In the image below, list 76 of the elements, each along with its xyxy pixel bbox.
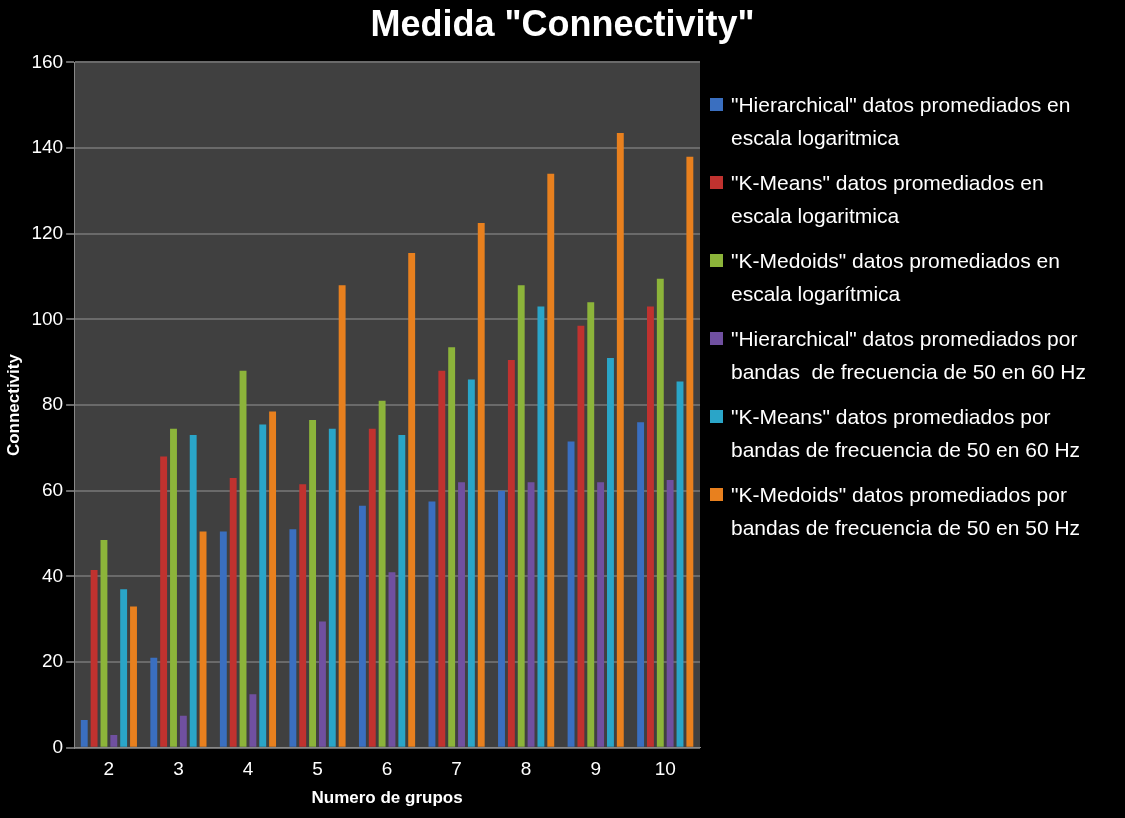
bar: [647, 306, 654, 747]
x-tick-label: 10: [654, 758, 676, 780]
y-tick-label: 160: [31, 50, 64, 72]
bar: [507, 360, 515, 747]
legend-label: "K-Means" datos promediados por bandas de frecuencia de 50 en 60 Hz: [731, 404, 1082, 463]
bar: [160, 456, 168, 747]
bar: [170, 428, 177, 747]
bar: [567, 441, 575, 747]
bar: [229, 477, 237, 747]
y-tick-label: 40: [41, 564, 64, 586]
chart-title: Medida "Connectivity": [369, 2, 756, 46]
bar: [467, 379, 475, 747]
bar: [547, 173, 555, 747]
bar: [368, 428, 376, 747]
bar: [597, 482, 605, 747]
bar: [358, 505, 366, 747]
x-tick-label: 9: [590, 758, 601, 780]
y-tick-label: 80: [41, 393, 64, 415]
bar: [80, 719, 88, 747]
bar: [607, 357, 614, 747]
y-tick-label: 100: [31, 307, 64, 329]
bar: [656, 278, 664, 747]
bar: [477, 223, 485, 747]
bar: [289, 529, 297, 747]
bar: [338, 285, 346, 747]
x-tick-label: 6: [381, 758, 393, 780]
legend-label: "Hierarchical" datos promediados por bandas de frecuencia de 50 en 60 Hz: [731, 326, 1087, 385]
bar: [90, 570, 98, 747]
y-tick-label: 60: [41, 479, 64, 501]
bar: [309, 420, 317, 747]
bar: [408, 253, 416, 747]
bar: [150, 657, 158, 747]
x-tick-label: 5: [312, 758, 323, 780]
bar: [259, 424, 267, 747]
bar: [318, 621, 326, 747]
x-tick-label: 4: [242, 758, 254, 780]
x-tick-label: 8: [520, 758, 532, 780]
x-tick-label: 2: [103, 758, 115, 780]
bar: [378, 400, 386, 747]
bar: [398, 435, 406, 747]
legend-label: "K-Medoids" datos promediados en escala logarítmica: [731, 248, 1061, 307]
bar: [100, 540, 108, 747]
legend-label: "K-Medoids" datos promediados por bandas de frecuencia de 50 en 50 Hz: [731, 482, 1082, 541]
legend-label: "Hierarchical" datos promediados en escala logaritmica: [731, 92, 1072, 151]
bar: [438, 370, 446, 747]
y-tick-label: 20: [41, 650, 64, 672]
bar: [269, 411, 277, 747]
bar: [219, 531, 227, 747]
bar: [189, 435, 197, 747]
bar: [587, 302, 595, 747]
y-tick-label: 120: [31, 221, 64, 243]
bar: [616, 133, 624, 747]
bar: [527, 482, 535, 747]
bar: [328, 428, 336, 747]
bar: [577, 325, 585, 747]
x-tick-label: 3: [173, 758, 184, 780]
bar: [666, 480, 674, 747]
bar: [299, 484, 307, 747]
y-axis-title: Connectivity: [3, 353, 23, 457]
bar: [130, 606, 137, 747]
bar: [517, 285, 525, 747]
y-tick-label: 0: [52, 736, 64, 758]
bar: [120, 589, 128, 747]
y-tick-label: 140: [31, 136, 64, 158]
bar: [637, 422, 645, 747]
bar: [537, 306, 545, 747]
bar: [686, 156, 694, 747]
x-axis-title: Numero de grupos: [311, 788, 463, 808]
legend-label: "K-Means" datos promediados en escala logaritmica: [731, 170, 1045, 229]
bar: [179, 715, 187, 747]
bar: [458, 482, 465, 747]
bar: [110, 734, 118, 747]
bar: [498, 490, 505, 747]
bar: [448, 347, 456, 747]
bar: [249, 694, 257, 747]
x-tick-label: 7: [451, 758, 462, 780]
